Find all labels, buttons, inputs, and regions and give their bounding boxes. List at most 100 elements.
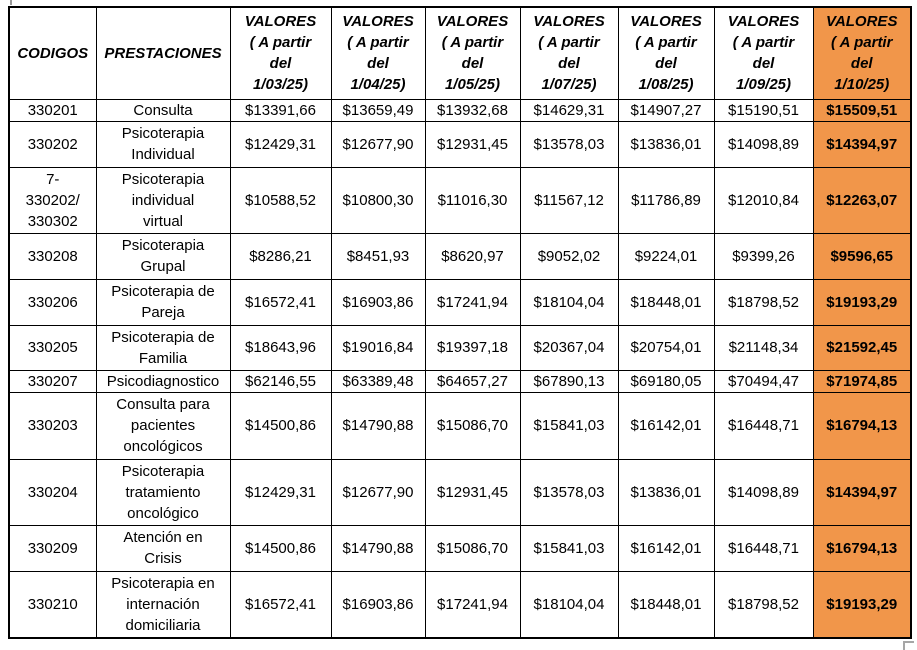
value-cell: $21148,34 <box>713 324 814 371</box>
value-cell: $63389,48 <box>330 369 426 393</box>
selection-handle-icon <box>903 641 914 650</box>
values-header: VALORES ( A partir del 1/03/25) <box>229 6 332 100</box>
value-cell: $18798,52 <box>713 570 814 639</box>
value-cell: $14790,88 <box>330 524 426 572</box>
value-cell: $13932,68 <box>424 98 521 122</box>
header-row: CODIGOS PRESTACIONES VALORES ( A partir … <box>8 6 912 100</box>
code-cell: 7- 330202/ 330302 <box>8 166 97 234</box>
value-cell: $15841,03 <box>519 524 619 572</box>
value-cell: $10588,52 <box>229 166 332 234</box>
value-cell: $13578,03 <box>519 458 619 526</box>
value-cell: $11786,89 <box>617 166 715 234</box>
value-cell: $64657,27 <box>424 369 521 393</box>
values-header: VALORES ( A partir del 1/05/25) <box>424 6 521 100</box>
value-cell: $12010,84 <box>713 166 814 234</box>
value-cell: $12677,90 <box>330 120 426 168</box>
service-cell: Consulta para pacientes oncológicos <box>95 391 231 460</box>
value-cell: $15086,70 <box>424 391 521 460</box>
service-cell: Psicodiagnostico <box>95 369 231 393</box>
value-cell: $14629,31 <box>519 98 619 122</box>
value-cell: $16572,41 <box>229 278 332 326</box>
table-row: 330207 Psicodiagnostico $62146,55 $63389… <box>8 369 912 393</box>
value-cell: $69180,05 <box>617 369 715 393</box>
code-cell: 330206 <box>8 278 97 326</box>
service-cell: Psicoterapia individual virtual <box>95 166 231 234</box>
value-cell: $17241,94 <box>424 278 521 326</box>
table-row: 330206 Psicoterapia de Pareja $16572,41 … <box>8 278 912 326</box>
value-cell: $18643,96 <box>229 324 332 371</box>
value-cell: $8451,93 <box>330 232 426 280</box>
value-cell: $16903,86 <box>330 570 426 639</box>
value-cell: $15190,51 <box>713 98 814 122</box>
fee-schedule-sheet: CODIGOS PRESTACIONES VALORES ( A partir … <box>8 6 912 639</box>
table-row: 330208 Psicoterapia Grupal $8286,21 $845… <box>8 232 912 280</box>
value-cell: $17241,94 <box>424 570 521 639</box>
values-header: VALORES ( A partir del 1/08/25) <box>617 6 715 100</box>
value-cell-current: $14394,97 <box>812 120 912 168</box>
value-cell: $18104,04 <box>519 278 619 326</box>
value-cell-current: $21592,45 <box>812 324 912 371</box>
value-cell: $11016,30 <box>424 166 521 234</box>
service-cell: Psicoterapia tratamiento oncológico <box>95 458 231 526</box>
value-cell: $10800,30 <box>330 166 426 234</box>
value-cell: $14907,27 <box>617 98 715 122</box>
code-cell: 330210 <box>8 570 97 639</box>
service-cell: Atención en Crisis <box>95 524 231 572</box>
code-cell: 330203 <box>8 391 97 460</box>
service-cell: Psicoterapia en internación domiciliaria <box>95 570 231 639</box>
table-row: 330204 Psicoterapia tratamiento oncológi… <box>8 458 912 526</box>
value-cell: $16448,71 <box>713 391 814 460</box>
table-row: 330203 Consulta para pacientes oncológic… <box>8 391 912 460</box>
code-cell: 330205 <box>8 324 97 371</box>
table-row: 330205 Psicoterapia de Familia $18643,96… <box>8 324 912 371</box>
value-cell: $12429,31 <box>229 120 332 168</box>
value-cell: $18448,01 <box>617 570 715 639</box>
value-cell: $15841,03 <box>519 391 619 460</box>
value-cell: $67890,13 <box>519 369 619 393</box>
value-cell: $16142,01 <box>617 524 715 572</box>
value-cell: $12677,90 <box>330 458 426 526</box>
services-header: PRESTACIONES <box>95 6 231 100</box>
value-cell-current: $19193,29 <box>812 570 912 639</box>
table-row: 330210 Psicoterapia en internación domic… <box>8 570 912 639</box>
value-cell: $12429,31 <box>229 458 332 526</box>
table-row: 330209 Atención en Crisis $14500,86 $147… <box>8 524 912 572</box>
value-cell: $15086,70 <box>424 524 521 572</box>
values-header: VALORES ( A partir del 1/09/25) <box>713 6 814 100</box>
service-cell: Psicoterapia Individual <box>95 120 231 168</box>
code-cell: 330201 <box>8 98 97 122</box>
value-cell: $12931,45 <box>424 458 521 526</box>
value-cell: $9399,26 <box>713 232 814 280</box>
code-cell: 330202 <box>8 120 97 168</box>
value-cell: $19016,84 <box>330 324 426 371</box>
value-cell: $8286,21 <box>229 232 332 280</box>
value-cell: $11567,12 <box>519 166 619 234</box>
table-row: 7- 330202/ 330302 Psicoterapia individua… <box>8 166 912 234</box>
value-cell: $20754,01 <box>617 324 715 371</box>
value-cell: $14500,86 <box>229 391 332 460</box>
service-cell: Consulta <box>95 98 231 122</box>
value-cell: $18448,01 <box>617 278 715 326</box>
value-cell-current: $16794,13 <box>812 524 912 572</box>
value-cell-current: $14394,97 <box>812 458 912 526</box>
value-cell: $13836,01 <box>617 458 715 526</box>
code-cell: 330207 <box>8 369 97 393</box>
code-cell: 330204 <box>8 458 97 526</box>
values-header: VALORES ( A partir del 1/04/25) <box>330 6 426 100</box>
value-cell: $62146,55 <box>229 369 332 393</box>
table-row: 330201 Consulta $13391,66 $13659,49 $139… <box>8 98 912 122</box>
code-cell: 330208 <box>8 232 97 280</box>
value-cell: $16903,86 <box>330 278 426 326</box>
value-cell: $70494,47 <box>713 369 814 393</box>
value-cell: $18104,04 <box>519 570 619 639</box>
value-cell: $19397,18 <box>424 324 521 371</box>
value-cell: $13836,01 <box>617 120 715 168</box>
value-cell: $16572,41 <box>229 570 332 639</box>
value-cell-current: $15509,51 <box>812 98 912 122</box>
value-cell-current: $16794,13 <box>812 391 912 460</box>
values-header: VALORES ( A partir del 1/07/25) <box>519 6 619 100</box>
value-cell: $20367,04 <box>519 324 619 371</box>
service-cell: Psicoterapia Grupal <box>95 232 231 280</box>
value-cell: $14098,89 <box>713 120 814 168</box>
value-cell: $18798,52 <box>713 278 814 326</box>
